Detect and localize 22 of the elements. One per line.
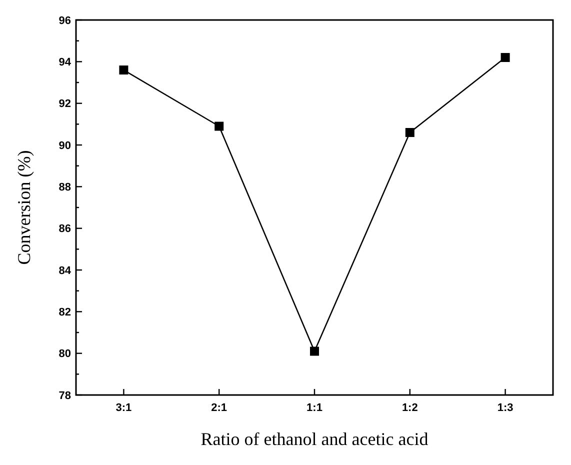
y-tick-label: 86	[58, 223, 71, 236]
x-tick-label: 1:3	[497, 402, 514, 414]
y-tick-label: 88	[58, 182, 71, 194]
point	[405, 128, 414, 137]
x-tick-label: 1:2	[402, 402, 418, 414]
x-tick-label: 1:1	[306, 402, 322, 414]
point	[214, 122, 224, 131]
point	[500, 53, 510, 62]
x-tick-label: 3:1	[116, 402, 132, 414]
x-tick-label: 2:1	[211, 402, 228, 414]
y-tick-label: 92	[58, 98, 71, 110]
y-tick-label: 82	[58, 306, 71, 319]
y-tick-label: 78	[58, 390, 71, 402]
point	[310, 346, 319, 356]
point	[119, 66, 128, 74]
y-tick-label: 94	[58, 56, 72, 69]
y-tick-label: 90	[58, 140, 71, 152]
x-axis-title: Ratio of ethanol and acetic acid	[200, 429, 428, 449]
y-tick-label: 84	[58, 264, 72, 277]
y-tick-label: 96	[58, 14, 71, 27]
y-axis-title: Conversion (%)	[14, 150, 34, 265]
y-tick-label: 80	[58, 348, 71, 360]
